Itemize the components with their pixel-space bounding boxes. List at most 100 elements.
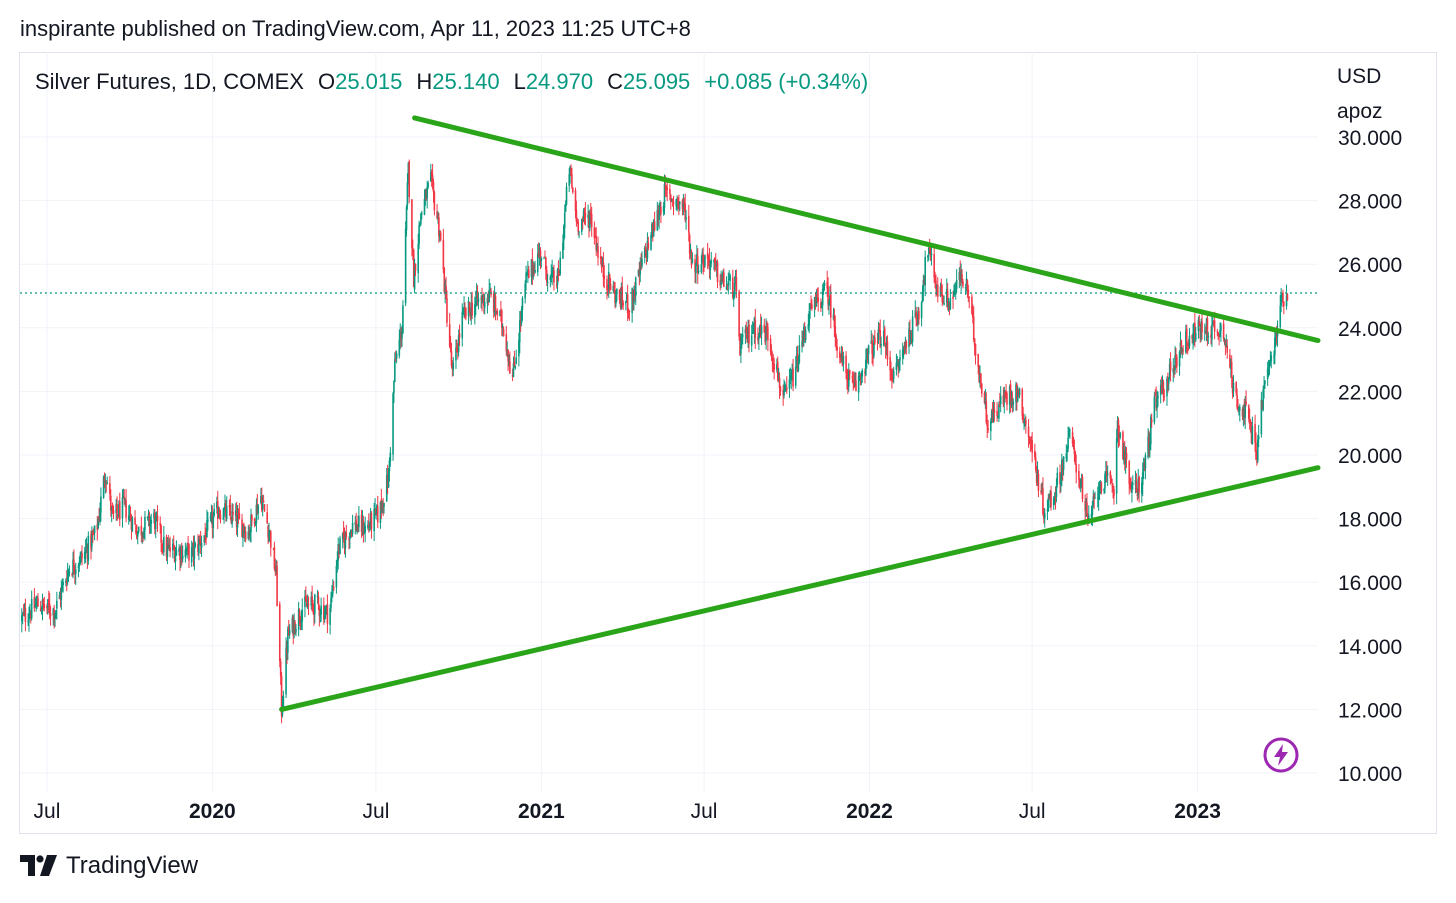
candle-body [902,347,905,351]
candle-body [401,332,403,339]
candle-body [130,518,133,531]
candle-body [1148,437,1150,448]
time-tick-label: 2021 [518,800,565,823]
candle-body [959,270,962,281]
candle-body [514,366,517,369]
price-tick-label: 10.000 [1338,763,1402,786]
candle-body [1116,420,1119,441]
candle-body [695,263,697,273]
candle-body [489,290,491,292]
candle-body [997,416,999,418]
candle-body [207,519,209,522]
candle-body [801,341,803,347]
candle-body [393,381,395,393]
candle-body [62,582,64,585]
price-scale-unit[interactable]: apoz [1337,100,1383,123]
candle-body [851,376,854,378]
candle-body [1012,401,1015,405]
candle-body [291,617,294,632]
candle-body [822,286,825,290]
candle-body [633,289,635,304]
candle-body [68,572,71,574]
candle-body [247,531,250,539]
candle-body [194,543,197,547]
candle-body [200,543,203,548]
candle-body [772,360,775,366]
candle-body [602,262,605,278]
symbol-label[interactable]: Silver Futures, 1D, COMEX [35,69,304,94]
candle-body [411,199,413,249]
candle-body [293,620,295,634]
candle-body [690,251,693,266]
candle-body [141,534,144,536]
candle-body [1245,401,1247,405]
candle-body [417,244,420,274]
candle-body [532,266,535,277]
candle-body [369,512,372,526]
candle-body [395,353,398,359]
candle-body [1034,451,1036,458]
candle-body [992,410,995,421]
candle-body [310,596,313,606]
candle-body [1282,292,1284,303]
candle-body [1009,384,1012,403]
candle-body [135,525,137,533]
candle-body [651,224,653,237]
candle-body [1238,408,1240,411]
candle-body [368,526,371,528]
candle-body [1141,472,1144,485]
candle-body [720,279,722,285]
price-scale-currency[interactable]: USD [1337,65,1382,88]
candle-body [74,569,77,575]
candle-body [758,326,761,337]
lightning-bolt-icon[interactable] [1263,737,1299,773]
candle-body [1168,363,1171,377]
candle-body [184,549,187,558]
candle-body [343,537,346,548]
candle-body [444,283,446,294]
candle-body [367,524,369,528]
candle-body [1018,388,1021,396]
candle-body [1105,471,1107,477]
candle-body [821,288,824,306]
candle-body [977,353,980,368]
candle-body [578,231,580,233]
candle-body [358,515,360,528]
candle-body [117,514,119,518]
candle-body [260,496,262,503]
candle-body [198,539,200,554]
time-tick-label: Jul [34,800,61,823]
candle-body [687,215,690,233]
candle-body [86,547,89,559]
candle-body [732,294,735,300]
candle-body [556,269,559,285]
candle-body [588,216,590,229]
candle-body [520,309,523,324]
candle-body [1191,334,1193,339]
candle-body [305,595,307,602]
candle-body [815,296,818,306]
candle-body [1225,344,1228,347]
candle-body [1112,486,1114,490]
candle-body [350,530,353,536]
candle-body [689,250,692,252]
candle-body [675,199,677,207]
candle-body [222,518,224,520]
candle-body [1066,449,1069,452]
candle-body [1156,397,1158,409]
candle-body [1071,432,1074,444]
candle-body [24,608,27,622]
candle-body [446,298,448,323]
candle-body [451,367,454,370]
brand-footer[interactable]: TradingView [20,852,198,880]
candle-body [54,615,56,618]
candle-body [1237,406,1239,409]
candle-body [1194,323,1196,339]
candle-body [173,549,176,562]
candle-body [746,333,749,343]
candle-body [545,257,547,271]
candle-body [764,331,766,343]
candle-body [280,676,283,716]
candle-body [499,310,501,317]
